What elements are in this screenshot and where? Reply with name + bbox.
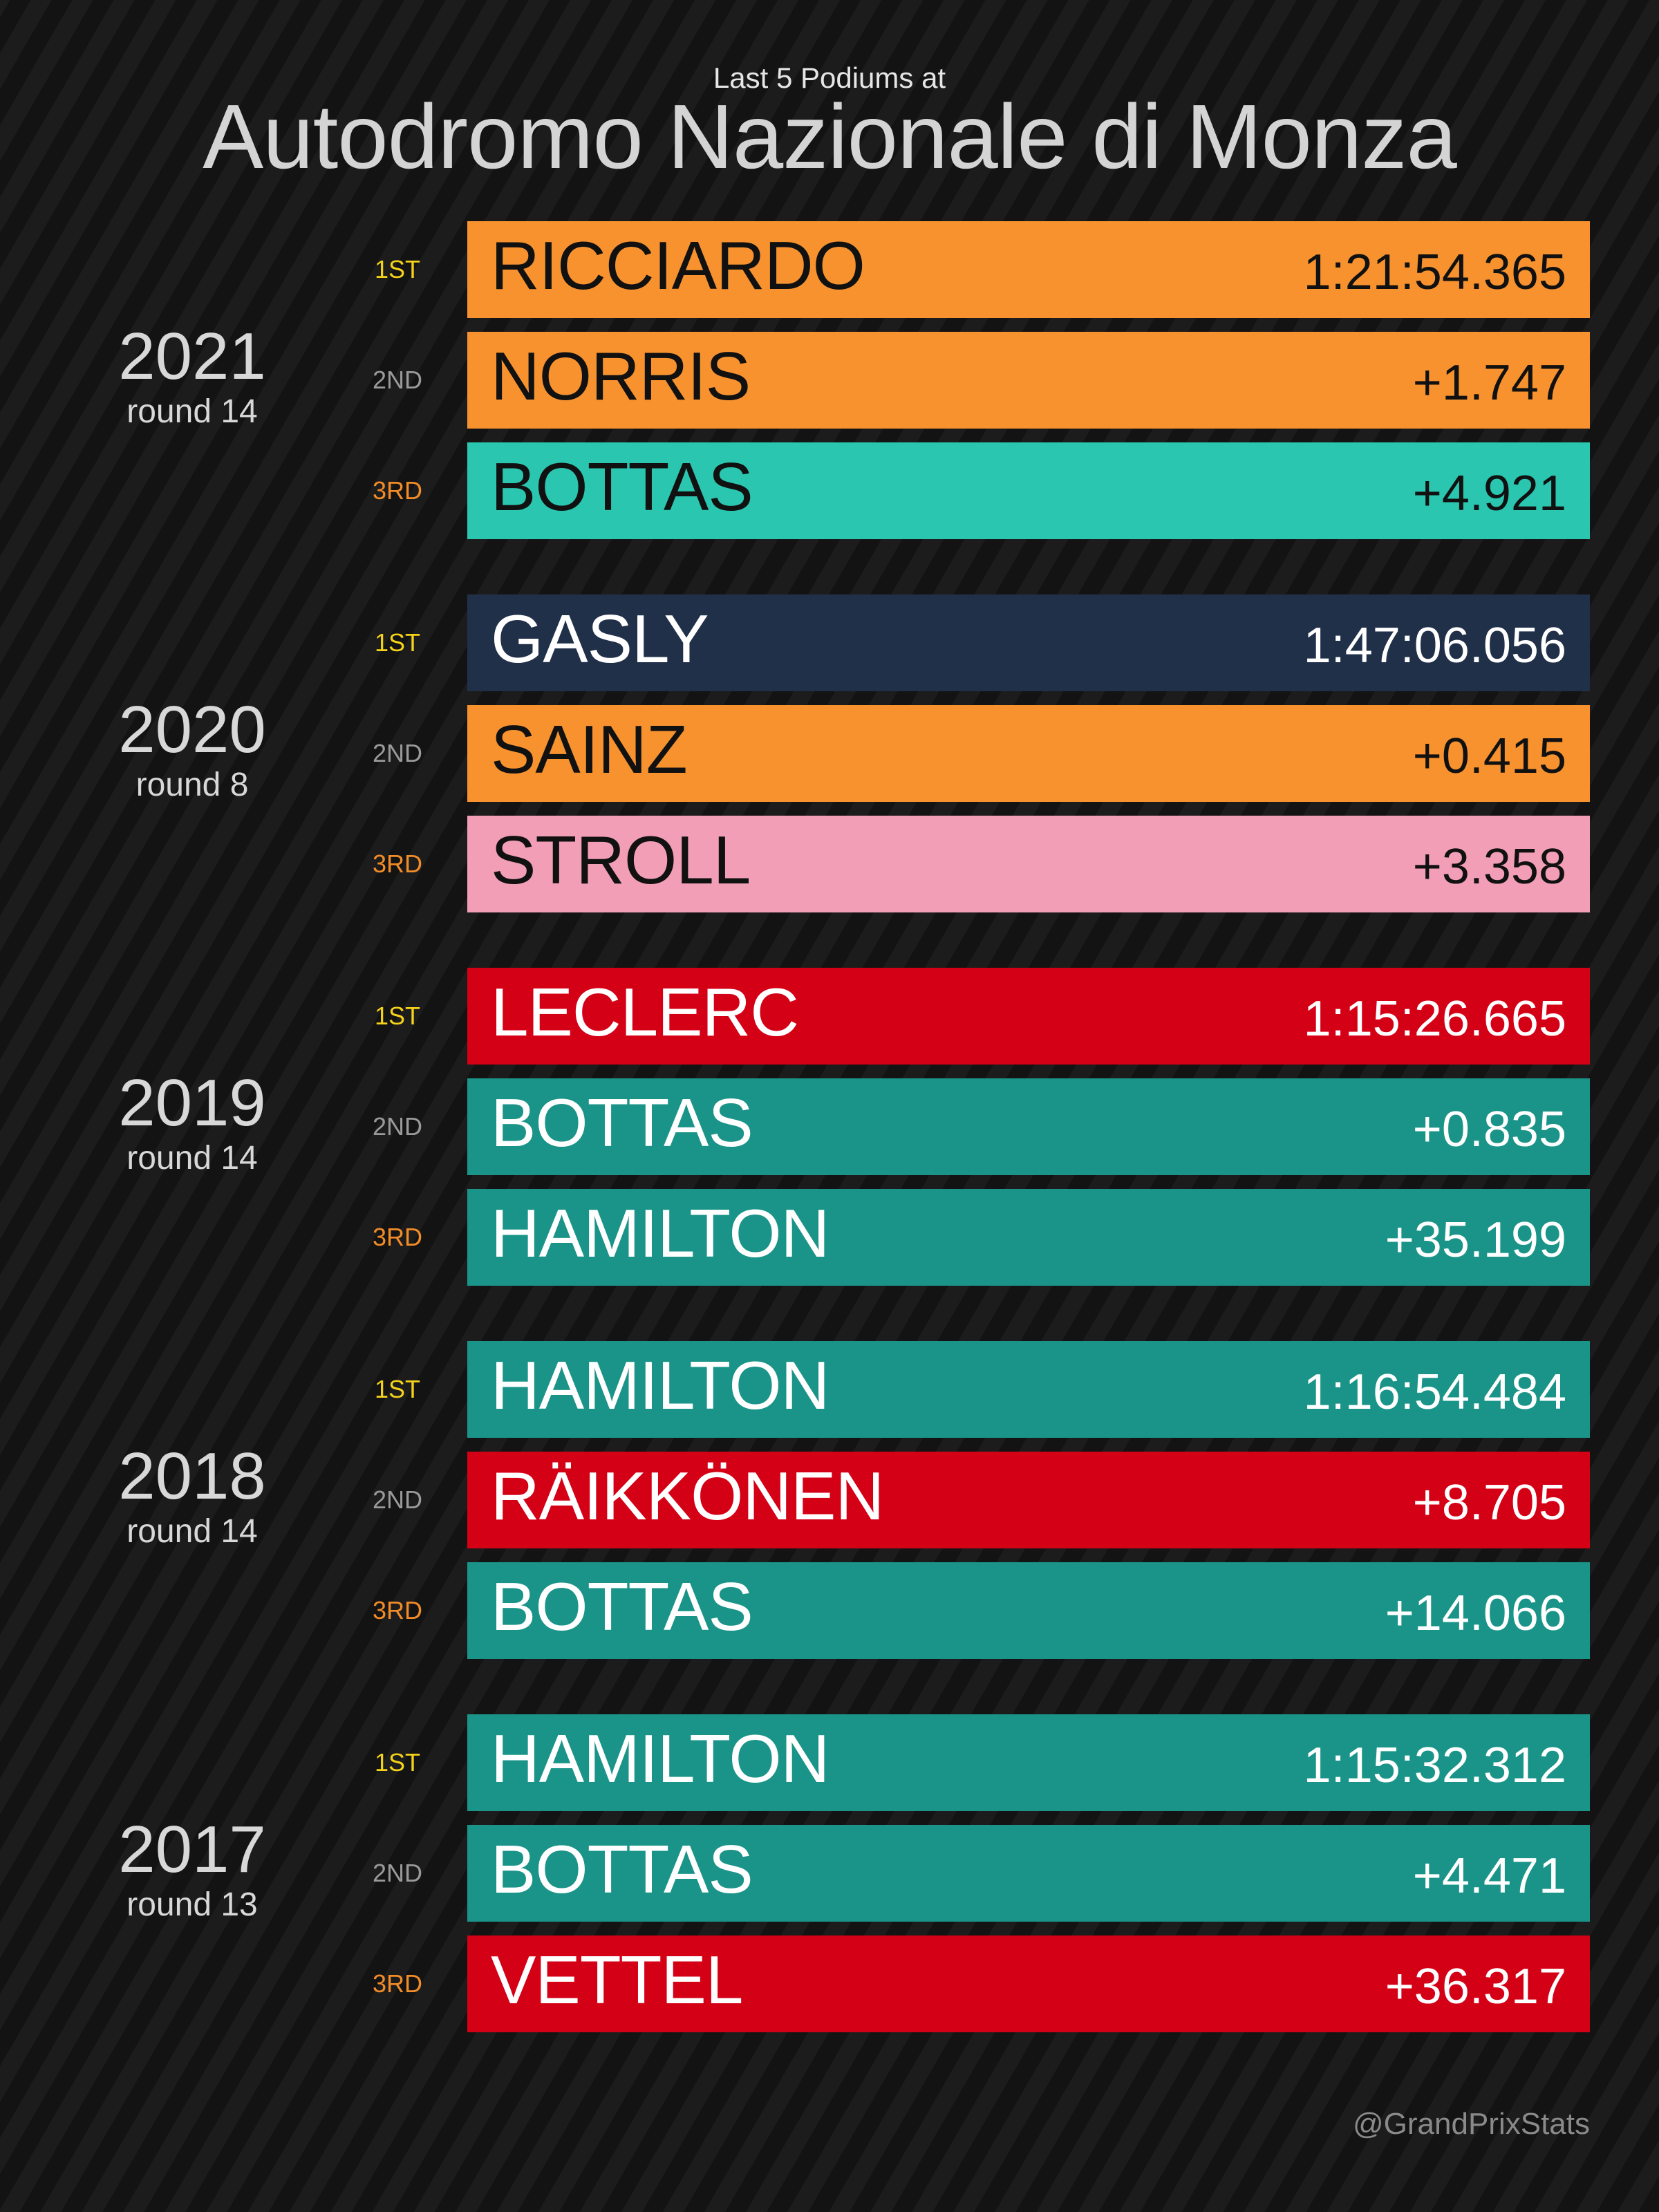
- podium-row: 3RD BOTTAS +14.066: [0, 1562, 1659, 1659]
- time-gap: +35.199: [1385, 1212, 1566, 1268]
- podium-row: 2ND NORRIS +1.747: [0, 332, 1659, 429]
- position-label: 3RD: [372, 1969, 423, 1998]
- race-block: 2018 round 14 1ST HAMILTON 1:16:54.484 2…: [0, 1341, 1659, 1714]
- driver-name: RICCIARDO: [491, 227, 865, 303]
- driver-bar: BOTTAS +14.066: [467, 1562, 1590, 1659]
- time-gap: +8.705: [1412, 1475, 1566, 1530]
- position-label: 1ST: [374, 628, 421, 657]
- race-info: 2019 round 14: [0, 1070, 384, 1175]
- position-label: 2ND: [372, 739, 423, 767]
- driver-bar: VETTEL +36.317: [467, 1936, 1590, 2032]
- podium-row: 3RD STROLL +3.358: [0, 816, 1659, 912]
- page-subtitle: Last 5 Podiums at: [713, 62, 946, 94]
- race-year: 2019: [118, 1066, 266, 1140]
- race-time: 1:16:54.484: [1303, 1365, 1566, 1420]
- driver-name: BOTTAS: [491, 1568, 753, 1644]
- podium-row: 2ND BOTTAS +0.835: [0, 1078, 1659, 1175]
- time-gap: +1.747: [1412, 355, 1566, 411]
- race-block: 2019 round 14 1ST LECLERC 1:15:26.665 2N…: [0, 968, 1659, 1341]
- race-time: 1:21:54.365: [1303, 245, 1566, 300]
- driver-bar: LECLERC 1:15:26.665: [467, 968, 1590, 1065]
- race-year: 2017: [118, 1812, 266, 1886]
- podium-row: 1ST HAMILTON 1:15:32.312: [0, 1714, 1659, 1811]
- podium-row: 3RD VETTEL +36.317: [0, 1936, 1659, 2032]
- position-label: 2ND: [372, 366, 423, 394]
- position-label: 3RD: [372, 1223, 423, 1251]
- driver-name: RÄIKKÖNEN: [491, 1458, 884, 1534]
- position-label: 3RD: [372, 1596, 423, 1624]
- driver-name: BOTTAS: [491, 449, 753, 525]
- driver-name: BOTTAS: [491, 1831, 753, 1907]
- race-block: 2021 round 14 1ST RICCIARDO 1:21:54.365 …: [0, 221, 1659, 594]
- position-label: 3RD: [372, 850, 423, 878]
- time-gap: +4.471: [1412, 1848, 1566, 1904]
- position-label: 1ST: [374, 1375, 421, 1403]
- race-block: 2017 round 13 1ST HAMILTON 1:15:32.312 2…: [0, 1714, 1659, 2088]
- race-time: 1:15:32.312: [1303, 1738, 1566, 1793]
- race-round: round 14: [126, 393, 258, 430]
- podium-row: 1ST LECLERC 1:15:26.665: [0, 968, 1659, 1065]
- podium-list: 2021 round 14 1ST RICCIARDO 1:21:54.365 …: [0, 221, 1659, 2088]
- race-year: 2021: [118, 319, 266, 393]
- driver-name: NORRIS: [491, 338, 751, 414]
- driver-bar: HAMILTON +35.199: [467, 1189, 1590, 1286]
- driver-name: SAINZ: [491, 711, 688, 787]
- podium-row: 3RD HAMILTON +35.199: [0, 1189, 1659, 1286]
- race-block: 2020 round 8 1ST GASLY 1:47:06.056 2ND S…: [0, 594, 1659, 968]
- race-info: 2021 round 14: [0, 324, 384, 429]
- driver-name: HAMILTON: [491, 1195, 830, 1271]
- driver-bar: NORRIS +1.747: [467, 332, 1590, 429]
- driver-bar: RÄIKKÖNEN +8.705: [467, 1452, 1590, 1548]
- race-year: 2018: [118, 1439, 266, 1513]
- race-info: 2017 round 13: [0, 1817, 384, 1922]
- position-label: 2ND: [372, 1859, 423, 1887]
- race-year: 2020: [118, 693, 266, 767]
- time-gap: +3.358: [1412, 839, 1566, 894]
- driver-name: GASLY: [491, 601, 709, 677]
- driver-name: HAMILTON: [491, 1347, 830, 1423]
- race-round: round 8: [135, 767, 249, 803]
- time-gap: +0.835: [1412, 1102, 1566, 1157]
- driver-bar: GASLY 1:47:06.056: [467, 594, 1590, 691]
- position-label: 1ST: [374, 1748, 421, 1777]
- race-round: round 14: [126, 1513, 258, 1550]
- position-label: 1ST: [374, 255, 421, 283]
- driver-bar: STROLL +3.358: [467, 816, 1590, 912]
- driver-bar: HAMILTON 1:16:54.484: [467, 1341, 1590, 1438]
- page-title: Autodromo Nazionale di Monza: [203, 86, 1457, 187]
- podium-row: 1ST HAMILTON 1:16:54.484: [0, 1341, 1659, 1438]
- time-gap: +4.921: [1412, 466, 1566, 521]
- driver-bar: BOTTAS +4.921: [467, 442, 1590, 539]
- driver-bar: SAINZ +0.415: [467, 705, 1590, 802]
- podium-row: 2ND SAINZ +0.415: [0, 705, 1659, 802]
- podium-row: 2ND RÄIKKÖNEN +8.705: [0, 1452, 1659, 1548]
- race-info: 2018 round 14: [0, 1443, 384, 1548]
- driver-name: STROLL: [491, 822, 751, 898]
- position-label: 1ST: [374, 1002, 421, 1030]
- driver-name: VETTEL: [491, 1942, 743, 2018]
- position-label: 3RD: [372, 476, 423, 505]
- time-gap: +14.066: [1385, 1586, 1566, 1641]
- race-time: 1:15:26.665: [1303, 991, 1566, 1047]
- driver-name: LECLERC: [491, 974, 799, 1050]
- driver-name: BOTTAS: [491, 1085, 753, 1161]
- race-time: 1:47:06.056: [1303, 618, 1566, 673]
- time-gap: +0.415: [1412, 729, 1566, 784]
- driver-name: HAMILTON: [491, 1721, 830, 1797]
- podium-row: 1ST RICCIARDO 1:21:54.365: [0, 221, 1659, 318]
- race-round: round 13: [126, 1886, 258, 1923]
- driver-bar: RICCIARDO 1:21:54.365: [467, 221, 1590, 318]
- footer-handle: @GrandPrixStats: [1353, 2107, 1590, 2141]
- driver-bar: BOTTAS +0.835: [467, 1078, 1590, 1175]
- position-label: 2ND: [372, 1485, 423, 1514]
- race-round: round 14: [126, 1140, 258, 1177]
- race-info: 2020 round 8: [0, 697, 384, 802]
- position-label: 2ND: [372, 1112, 423, 1141]
- podium-row: 2ND BOTTAS +4.471: [0, 1825, 1659, 1922]
- driver-bar: HAMILTON 1:15:32.312: [467, 1714, 1590, 1811]
- time-gap: +36.317: [1385, 1959, 1566, 2014]
- podium-row: 3RD BOTTAS +4.921: [0, 442, 1659, 539]
- driver-bar: BOTTAS +4.471: [467, 1825, 1590, 1922]
- podium-row: 1ST GASLY 1:47:06.056: [0, 594, 1659, 691]
